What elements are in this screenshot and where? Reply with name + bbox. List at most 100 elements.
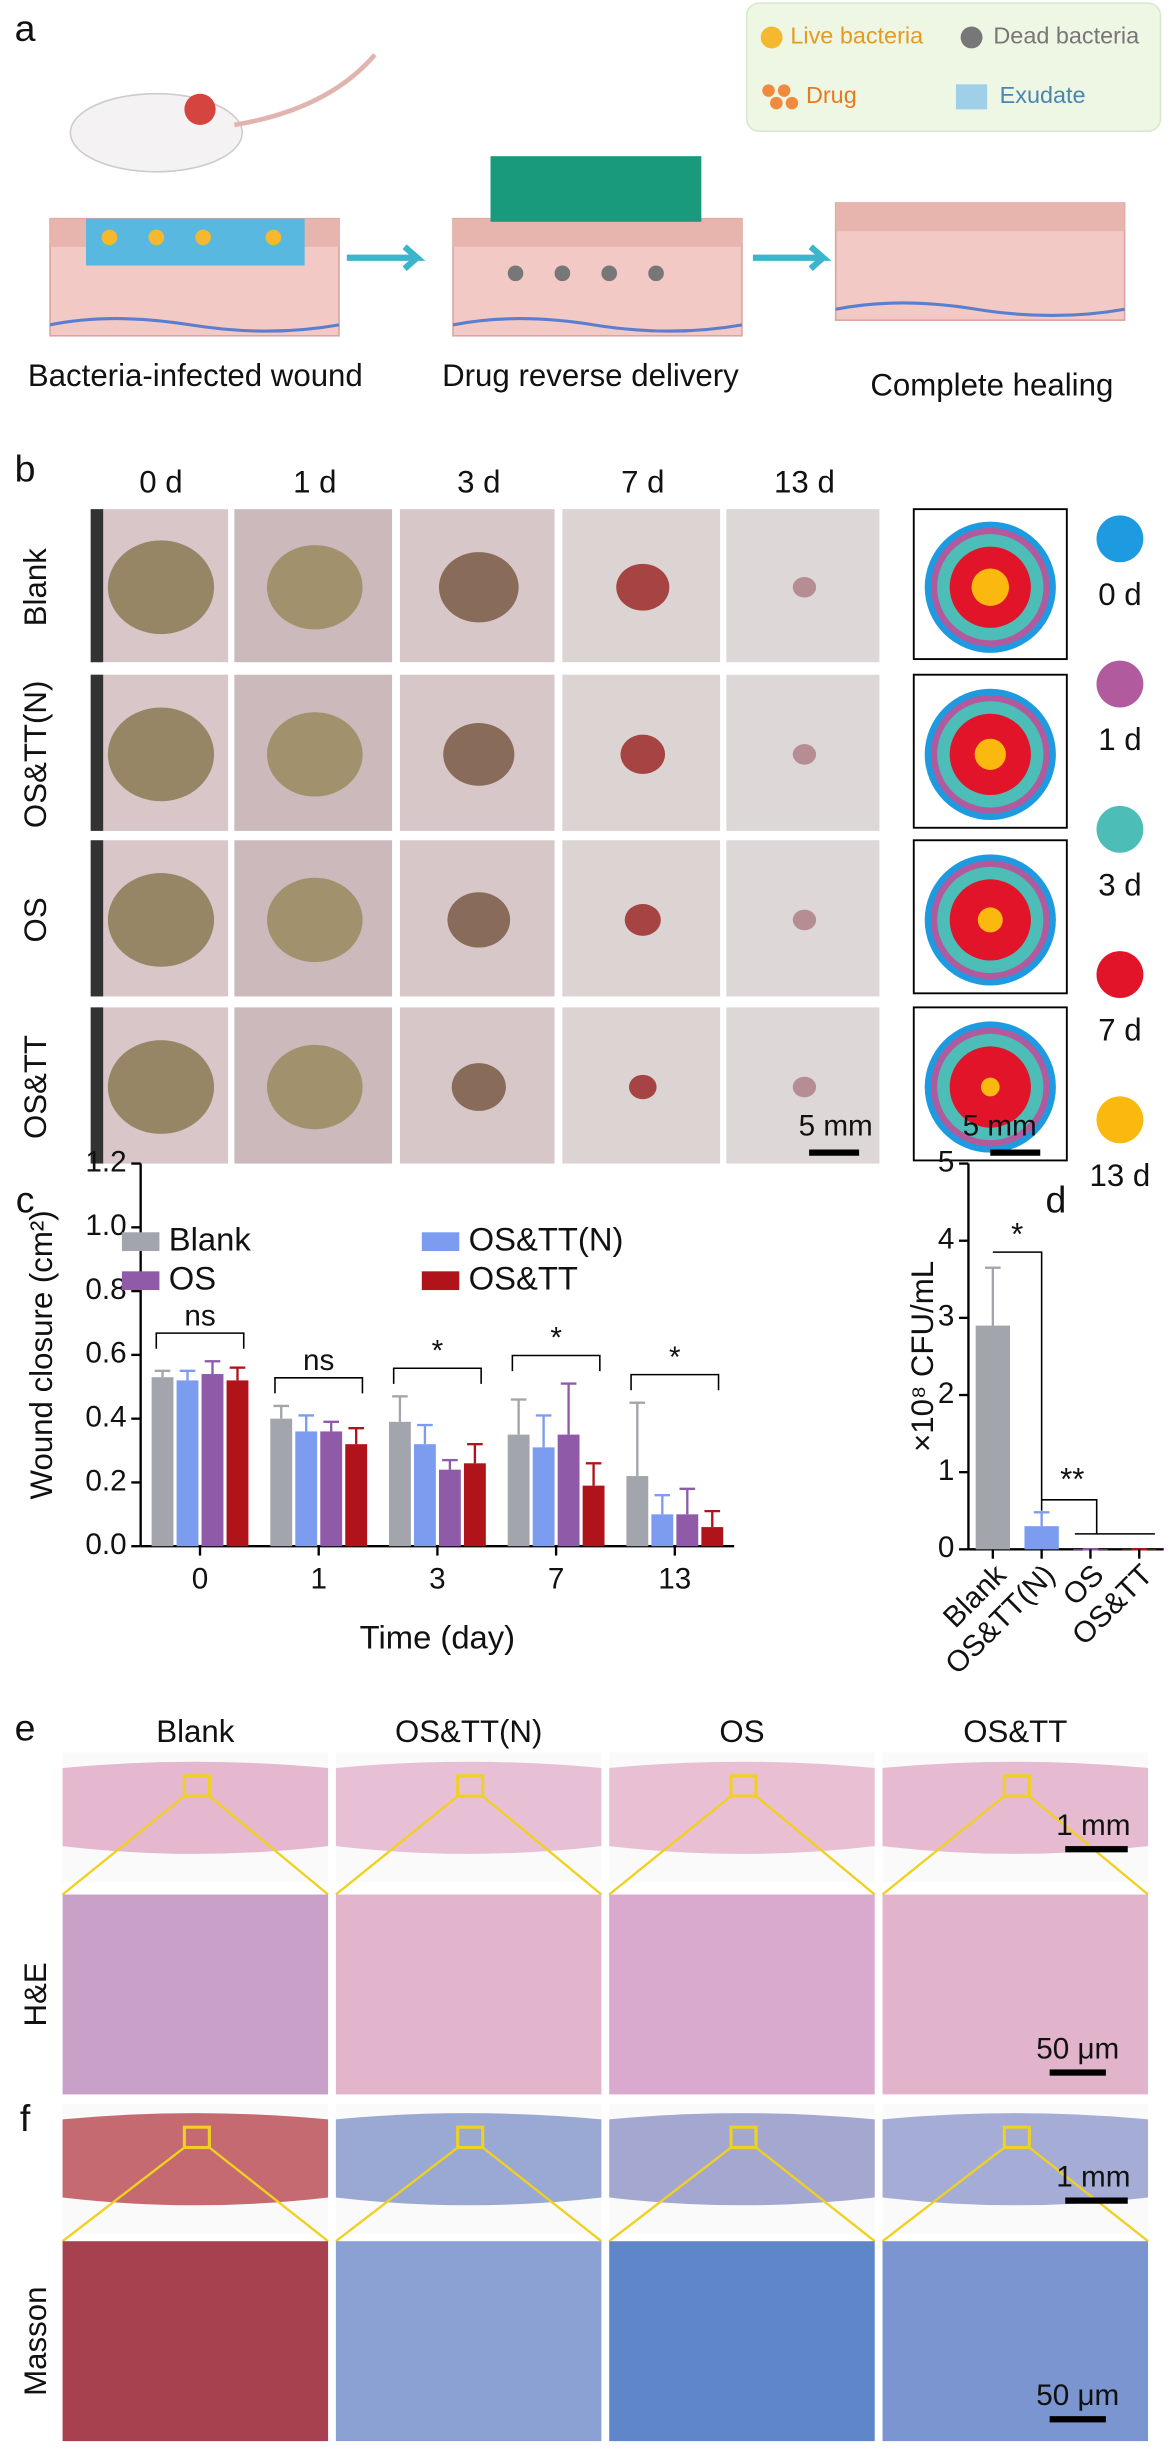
panel-label: b <box>15 448 36 490</box>
x-tick-label: 13 <box>658 1562 691 1595</box>
row-label: Masson <box>18 2287 53 2396</box>
group-label: OS <box>18 897 53 942</box>
legend-icon <box>770 96 783 110</box>
y-tick-label: 0.0 <box>85 1528 126 1561</box>
legend-text: OS&TT <box>469 1259 578 1296</box>
legend-icon <box>762 84 775 97</box>
wound <box>792 744 817 765</box>
legend-text: 1 d <box>1098 722 1141 757</box>
ruler <box>90 674 104 831</box>
ruler <box>90 840 104 997</box>
y-tick-label: 1.0 <box>85 1209 126 1242</box>
wound <box>267 712 363 797</box>
dead-bacteria <box>507 265 524 282</box>
tissue <box>609 2113 875 2206</box>
wound <box>267 877 363 963</box>
y-tick-label: 0.2 <box>85 1464 126 1497</box>
column-header: OS&TT(N) <box>395 1714 542 1749</box>
bar <box>345 1444 368 1547</box>
scale-bar-label: 5 mm <box>963 1109 1037 1142</box>
legend-text: Live bacteria <box>790 23 924 49</box>
zoom-box <box>1002 2125 1031 2150</box>
scale-bar-label: 50 μm <box>1036 2379 1119 2412</box>
legend-icon <box>955 84 988 110</box>
panel-label: a <box>15 7 36 49</box>
legend-text: Drug <box>806 82 857 108</box>
day-label: 1 d <box>293 464 336 499</box>
legend-swatch <box>421 1232 460 1252</box>
mouse-tail <box>233 53 377 128</box>
zoom-image <box>882 1894 1149 2095</box>
vessels <box>452 317 743 333</box>
legend-dot <box>1096 805 1144 853</box>
wound <box>107 1040 215 1134</box>
x-axis-label: Time (day) <box>360 1619 515 1656</box>
legend-text: 7 d <box>1098 1013 1141 1048</box>
legend-dot <box>1096 951 1144 999</box>
scale-bar-label: 1 mm <box>1056 2161 1130 2194</box>
column-header: OS <box>719 1714 764 1749</box>
legend-dot <box>1096 1096 1144 1144</box>
bracket <box>630 1373 720 1391</box>
scale-bar <box>1065 1846 1128 1853</box>
wound <box>438 552 519 623</box>
bar <box>532 1447 555 1547</box>
y-tick-label: 5 <box>938 1145 955 1178</box>
legend-swatch <box>121 1271 160 1291</box>
group-label: OS&TT(N) <box>18 681 53 828</box>
y-tick-label: 1.2 <box>85 1145 126 1178</box>
bacteria <box>265 229 282 246</box>
bar <box>151 1377 174 1547</box>
zoom-lines <box>61 2146 329 2243</box>
y-tick-label: 0.6 <box>85 1337 126 1370</box>
y-tick-label: 0.4 <box>85 1401 126 1434</box>
significance: * <box>1011 1217 1023 1252</box>
bracket <box>155 1332 245 1349</box>
outline-shape <box>974 738 1006 770</box>
bacteria <box>195 229 211 246</box>
y-tick-label: 2 <box>938 1377 955 1410</box>
legend-text: 13 d <box>1090 1158 1151 1193</box>
wound <box>792 576 817 598</box>
day-label: 3 d <box>457 464 500 499</box>
tissue <box>335 2113 602 2206</box>
bar <box>201 1374 224 1547</box>
zoom-lines <box>608 1795 876 1896</box>
zoom-lines <box>608 2146 876 2243</box>
wound <box>447 892 511 948</box>
wound <box>107 707 215 802</box>
legend-dot <box>1096 515 1144 563</box>
x-tick-label: 1 <box>310 1562 327 1595</box>
y-axis-label: Wound closure (cm²) <box>24 1210 59 1499</box>
legend-swatch <box>421 1271 460 1291</box>
tissue <box>609 1761 875 1854</box>
y-tick-label: 1 <box>938 1454 955 1487</box>
legend-icon <box>760 26 783 49</box>
y-tick-label: 0 <box>938 1531 955 1564</box>
legend-text: Dead bacteria <box>993 23 1140 49</box>
wound <box>616 563 670 611</box>
vessels <box>49 317 340 333</box>
significance: * <box>669 1341 681 1374</box>
bracket <box>1041 1499 1155 1535</box>
wound <box>792 1076 817 1098</box>
bar <box>676 1514 699 1547</box>
zoom-image <box>609 1894 875 2095</box>
bar <box>582 1485 605 1547</box>
wound <box>451 1063 506 1111</box>
day-label: 0 d <box>139 464 182 499</box>
zoom-box <box>729 1774 758 1798</box>
wound <box>267 1044 363 1130</box>
bacteria <box>148 229 165 246</box>
bar <box>270 1418 293 1547</box>
y-tick-label: 0.8 <box>85 1273 126 1306</box>
zoom-lines <box>61 1795 329 1896</box>
day-label: 7 d <box>621 464 664 499</box>
y-axis-label: ×10⁸ CFU/mL <box>905 1261 940 1452</box>
day-label: 13 d <box>774 464 835 499</box>
x-tick-label: 3 <box>429 1562 445 1595</box>
vessels <box>835 301 1125 318</box>
legend-text: OS&TT(N) <box>469 1220 624 1257</box>
wound <box>624 903 661 936</box>
legend-text: 3 d <box>1098 867 1141 902</box>
